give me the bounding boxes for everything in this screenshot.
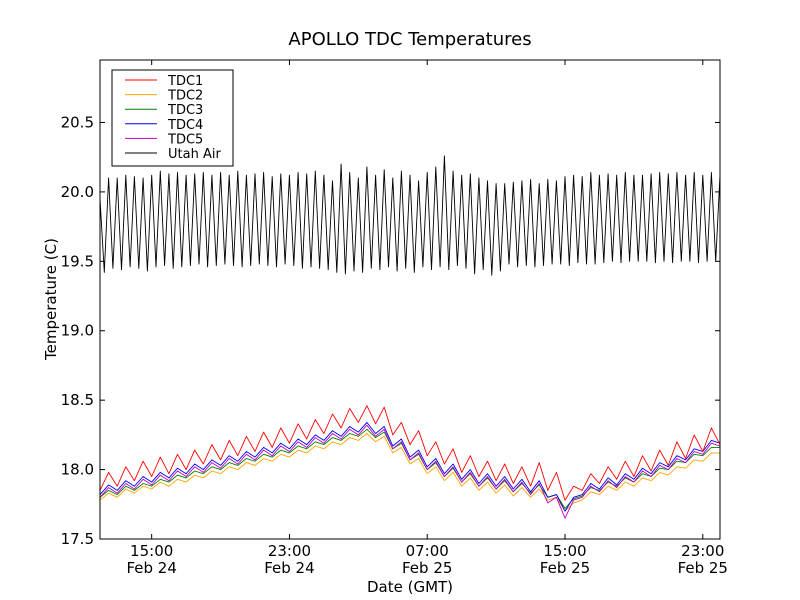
y-tick-label: 18.5 xyxy=(61,391,94,409)
y-tick-label: 17.5 xyxy=(61,530,94,548)
y-tick-label: 20.0 xyxy=(61,183,94,201)
chart-title: APOLLO TDC Temperatures xyxy=(288,29,531,50)
y-tick-label: 20.5 xyxy=(61,113,94,131)
x-tick-label-time: 23:00 xyxy=(268,542,311,560)
y-tick-label: 19.0 xyxy=(61,322,94,340)
legend-label-tdc3: TDC3 xyxy=(167,103,203,118)
legend-label-tdc2: TDC2 xyxy=(167,89,203,104)
plot-frame xyxy=(99,59,721,540)
y-tick-label: 18.0 xyxy=(61,461,94,479)
series-line-utah-air xyxy=(99,155,721,276)
x-tick-label-time: 15:00 xyxy=(543,542,586,560)
x-tick-label-date: Feb 24 xyxy=(264,559,314,577)
legend-label-tdc1: TDC1 xyxy=(167,74,203,89)
y-axis-label: Temperature (C) xyxy=(42,238,60,361)
x-tick-label-time: 15:00 xyxy=(130,542,173,560)
x-tick-label-date: Feb 24 xyxy=(126,559,176,577)
x-tick-label-time: 23:00 xyxy=(681,542,724,560)
x-tick-label-date: Feb 25 xyxy=(540,559,590,577)
y-tick-label: 19.5 xyxy=(61,252,94,270)
x-tick-label-time: 07:00 xyxy=(406,542,449,560)
legend-box xyxy=(111,69,234,167)
x-tick-label-date: Feb 25 xyxy=(402,559,452,577)
legend-label-tdc5: TDC5 xyxy=(167,132,203,147)
x-axis-label: Date (GMT) xyxy=(367,578,453,596)
legend-label-utah-air: Utah Air xyxy=(168,147,221,162)
x-tick-label-date: Feb 25 xyxy=(678,559,728,577)
legend-label-tdc4: TDC4 xyxy=(167,118,203,133)
